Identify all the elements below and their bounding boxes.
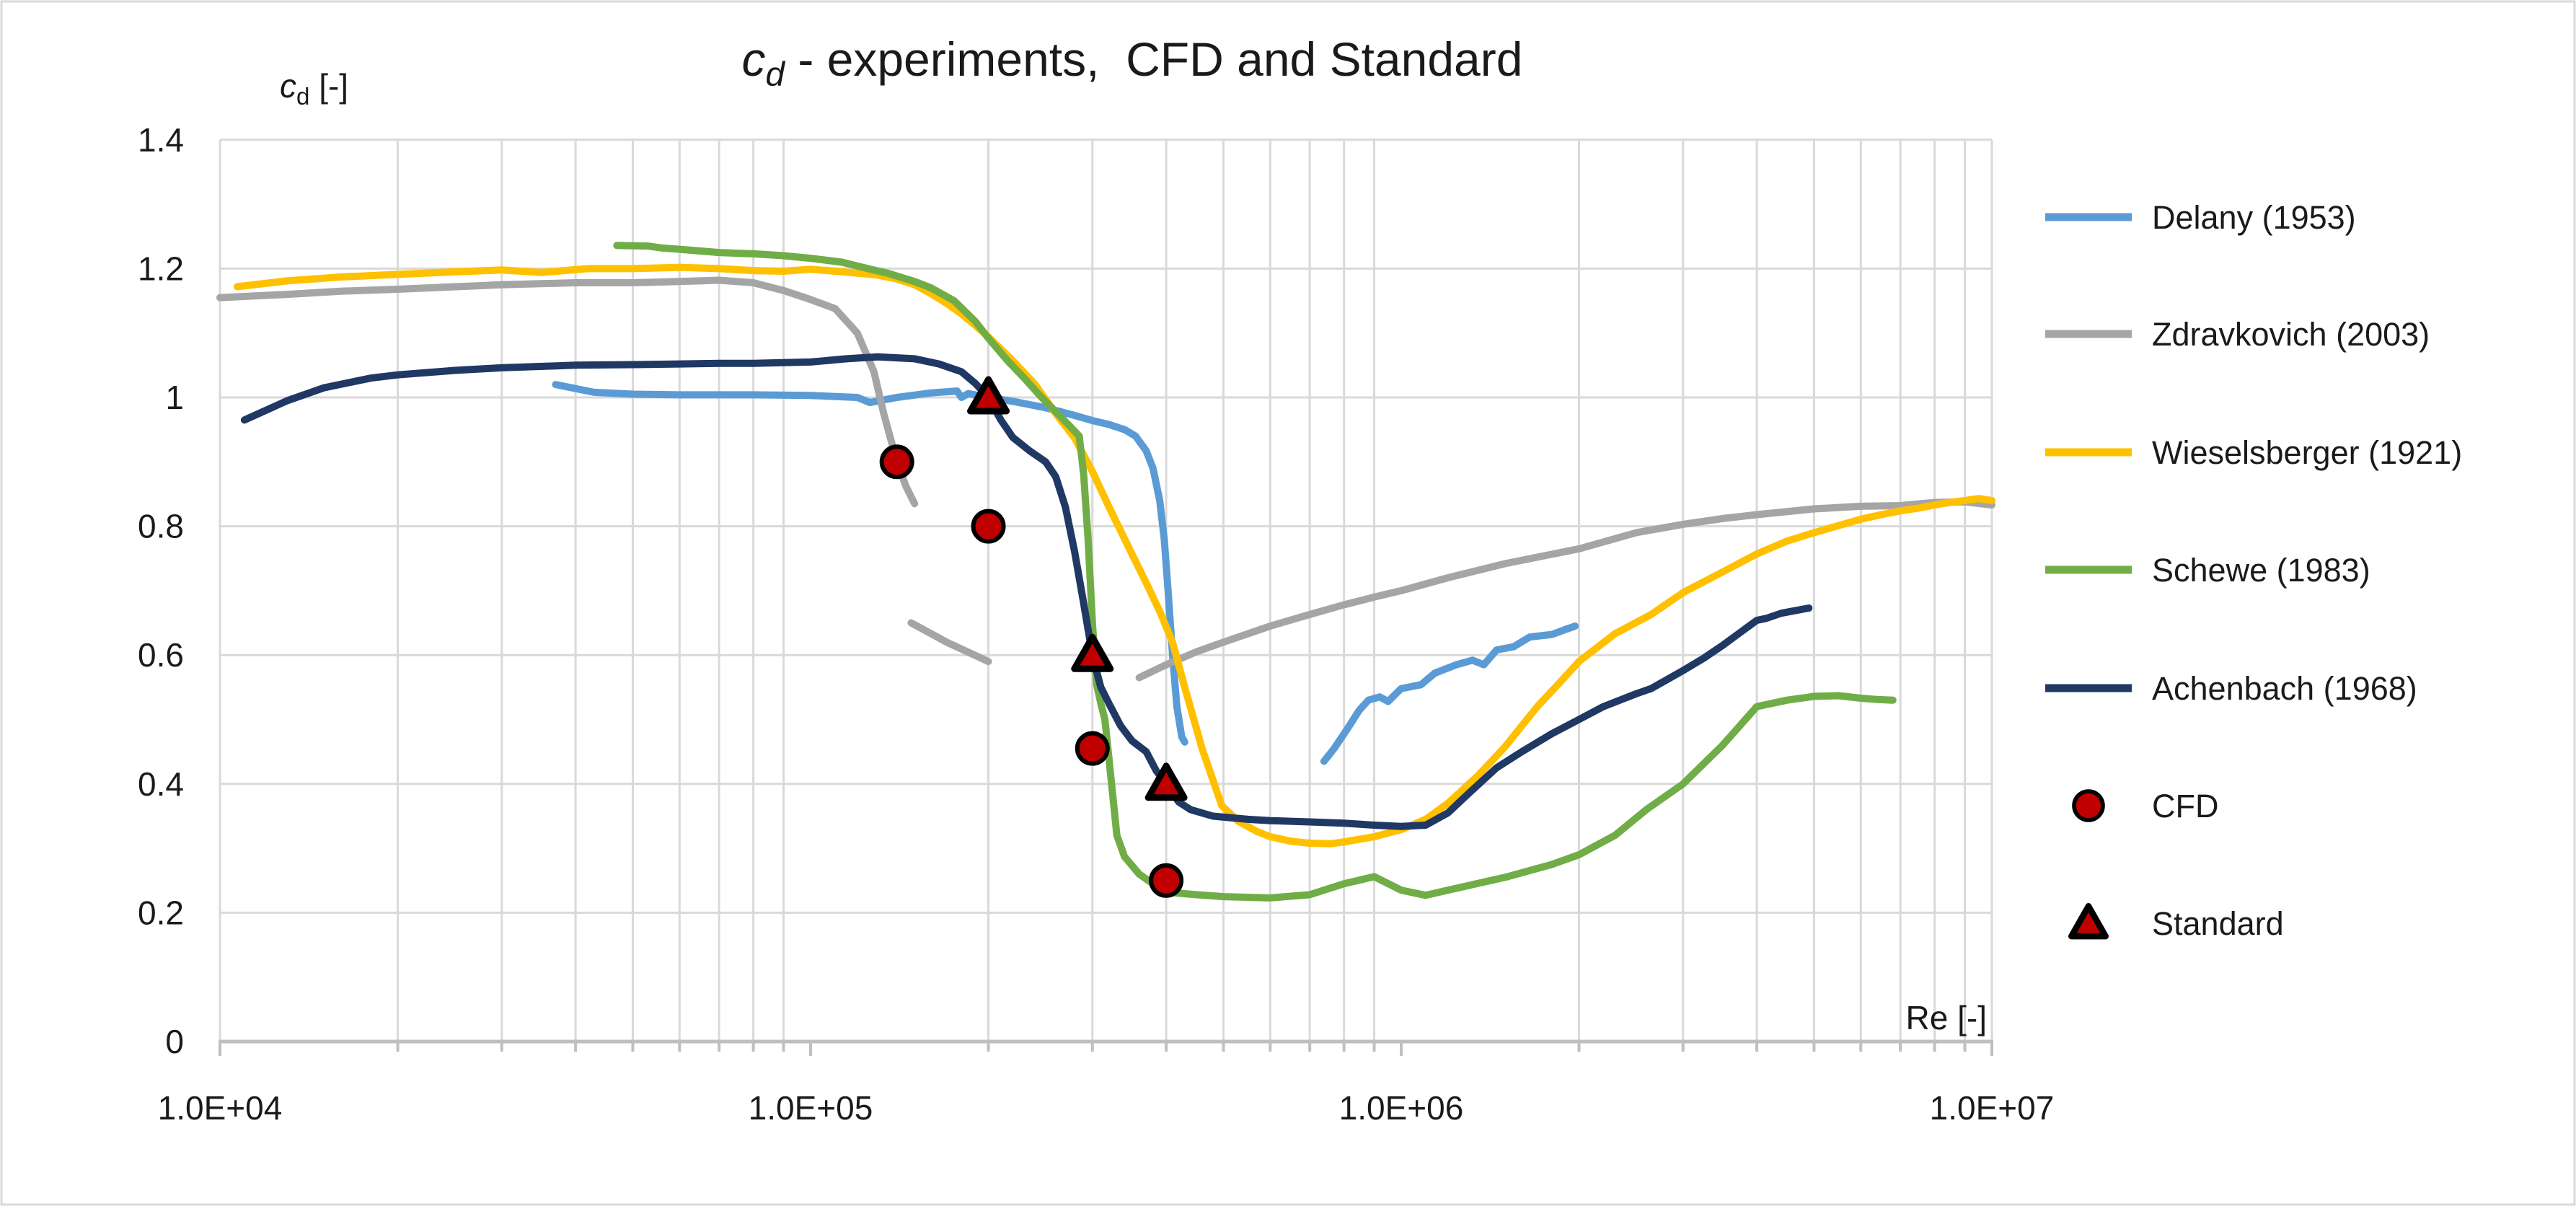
- y-tick-label: 0: [165, 1023, 184, 1060]
- y-tick-label: 0.4: [138, 765, 184, 803]
- series-line-wieselsberger-1921-: [234, 263, 1995, 848]
- legend-label-cfd: CFD: [2152, 788, 2218, 824]
- x-tick-label: 1.0E+04: [158, 1089, 283, 1127]
- standard-point: [967, 376, 1010, 415]
- cfd-point: [1149, 863, 1184, 898]
- standard-point: [1071, 633, 1114, 672]
- legend-label-wieselsberger-1921-: Wieselsberger (1921): [2152, 434, 2462, 471]
- standard-point: [2068, 902, 2109, 940]
- ylab-rest: [-]: [309, 67, 349, 105]
- y-axis-label: cd [-]: [280, 66, 348, 111]
- ylab-c: c: [280, 67, 296, 105]
- title-sub: d: [765, 56, 785, 94]
- y-tick-label: 1.4: [138, 121, 184, 159]
- series-line-delany-1953-: [552, 381, 1188, 746]
- series-line-zdravkovich-2003-: [907, 619, 992, 666]
- y-tick-label: 0.6: [138, 636, 184, 674]
- standard-point: [1144, 762, 1188, 801]
- legend-label-schewe-1983-: Schewe (1983): [2152, 552, 2370, 589]
- x-axis-label: Re [-]: [1905, 999, 1987, 1036]
- y-tick-label: 1: [165, 379, 184, 416]
- y-tick-label: 1.2: [138, 250, 184, 287]
- chart-title: cd - experiments, CFD and Standard: [0, 32, 2264, 94]
- series-line-zdravkovich-2003-: [1135, 498, 1995, 682]
- legend-label-delany-1953-: Delany (1953): [2152, 199, 2356, 236]
- title-rest: - experiments, CFD and Standard: [784, 32, 1523, 86]
- x-tick-label: 1.0E+07: [1930, 1089, 2055, 1127]
- series-line-zdravkovich-2003-: [216, 276, 919, 508]
- ylab-sub: d: [296, 84, 310, 111]
- cfd-point: [971, 509, 1006, 544]
- cfd-point: [879, 444, 914, 480]
- cfd-point: [1075, 731, 1110, 766]
- y-tick-label: 0.8: [138, 508, 184, 545]
- x-tick-label: 1.0E+05: [749, 1089, 873, 1127]
- legend-label-achenbach-1968-: Achenbach (1968): [2152, 670, 2417, 707]
- y-tick-label: 0.2: [138, 894, 184, 931]
- cfd-point: [2072, 789, 2105, 822]
- legend-label-zdravkovich-2003-: Zdravkovich (2003): [2152, 316, 2430, 353]
- series-line-delany-1953-: [1320, 622, 1579, 765]
- series-line-schewe-1983-: [613, 242, 1897, 902]
- x-tick-label: 1.0E+06: [1339, 1089, 1464, 1127]
- title-c: c: [741, 32, 766, 86]
- series-line-achenbach-1968-: [240, 353, 1813, 830]
- legend-label-standard: Standard: [2152, 905, 2284, 942]
